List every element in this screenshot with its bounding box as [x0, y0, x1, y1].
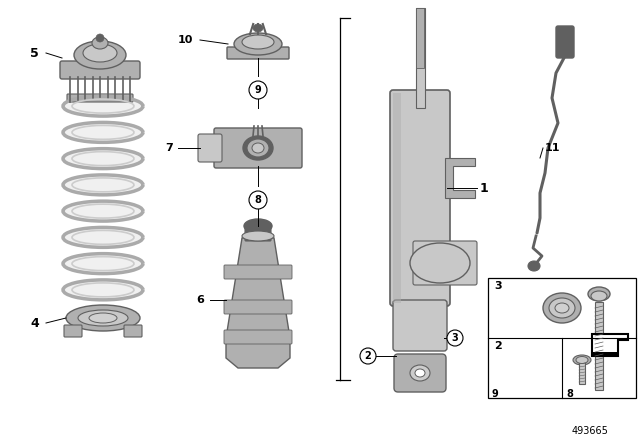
FancyBboxPatch shape [224, 330, 292, 344]
Ellipse shape [253, 24, 263, 32]
Bar [393, 93, 401, 303]
Ellipse shape [528, 261, 540, 271]
Text: 3: 3 [494, 281, 502, 291]
Text: 8: 8 [566, 389, 573, 399]
Circle shape [249, 81, 267, 99]
Ellipse shape [63, 96, 143, 116]
Text: 493665: 493665 [572, 426, 609, 436]
Ellipse shape [63, 201, 143, 221]
FancyBboxPatch shape [556, 26, 574, 58]
Ellipse shape [549, 298, 575, 318]
FancyBboxPatch shape [390, 90, 450, 306]
Bar [416, 8, 424, 68]
Ellipse shape [234, 33, 282, 55]
Ellipse shape [543, 293, 581, 323]
FancyBboxPatch shape [214, 128, 302, 168]
Bar [592, 352, 618, 356]
FancyBboxPatch shape [227, 47, 289, 59]
Text: 3: 3 [452, 333, 458, 343]
Text: 4: 4 [30, 316, 39, 329]
Ellipse shape [242, 231, 274, 241]
Text: 10: 10 [178, 35, 193, 45]
Circle shape [360, 348, 376, 364]
FancyBboxPatch shape [393, 300, 447, 351]
Bar [488, 278, 636, 398]
Ellipse shape [244, 219, 272, 233]
Ellipse shape [555, 303, 569, 313]
Ellipse shape [242, 35, 274, 49]
Bar [579, 360, 585, 384]
FancyBboxPatch shape [124, 325, 142, 337]
FancyBboxPatch shape [67, 94, 133, 102]
FancyBboxPatch shape [198, 134, 222, 162]
Text: 8: 8 [255, 195, 261, 205]
FancyBboxPatch shape [245, 225, 271, 241]
Polygon shape [445, 158, 475, 198]
Polygon shape [226, 238, 290, 368]
Ellipse shape [83, 44, 117, 62]
Text: 5: 5 [30, 47, 39, 60]
Ellipse shape [66, 305, 140, 331]
Text: 2: 2 [365, 351, 371, 361]
Ellipse shape [63, 254, 143, 274]
Ellipse shape [591, 291, 607, 301]
Text: 9: 9 [492, 389, 499, 399]
Ellipse shape [410, 365, 430, 381]
Text: 6: 6 [196, 295, 204, 305]
Ellipse shape [63, 122, 143, 142]
FancyBboxPatch shape [224, 265, 292, 279]
FancyBboxPatch shape [413, 241, 477, 285]
Ellipse shape [576, 357, 588, 363]
Ellipse shape [78, 310, 128, 326]
Ellipse shape [588, 287, 610, 301]
Ellipse shape [89, 313, 117, 323]
Ellipse shape [96, 34, 104, 42]
Ellipse shape [252, 143, 264, 153]
Ellipse shape [243, 136, 273, 160]
Ellipse shape [63, 175, 143, 195]
Ellipse shape [92, 37, 108, 49]
Polygon shape [592, 334, 628, 356]
Ellipse shape [415, 369, 425, 377]
Ellipse shape [63, 280, 143, 300]
Ellipse shape [74, 41, 126, 69]
FancyBboxPatch shape [224, 300, 292, 314]
FancyBboxPatch shape [60, 61, 140, 79]
Text: 1: 1 [480, 181, 489, 194]
Text: 2: 2 [494, 341, 502, 351]
Ellipse shape [63, 149, 143, 168]
Text: 11: 11 [545, 143, 561, 153]
Text: 9: 9 [255, 85, 261, 95]
FancyBboxPatch shape [64, 325, 82, 337]
Ellipse shape [63, 228, 143, 247]
Circle shape [249, 191, 267, 209]
Bar [415, 8, 424, 108]
Bar [595, 302, 603, 390]
Circle shape [447, 330, 463, 346]
Text: 7: 7 [165, 143, 173, 153]
Ellipse shape [573, 355, 591, 365]
FancyBboxPatch shape [394, 354, 446, 392]
Ellipse shape [247, 139, 269, 157]
Ellipse shape [410, 243, 470, 283]
